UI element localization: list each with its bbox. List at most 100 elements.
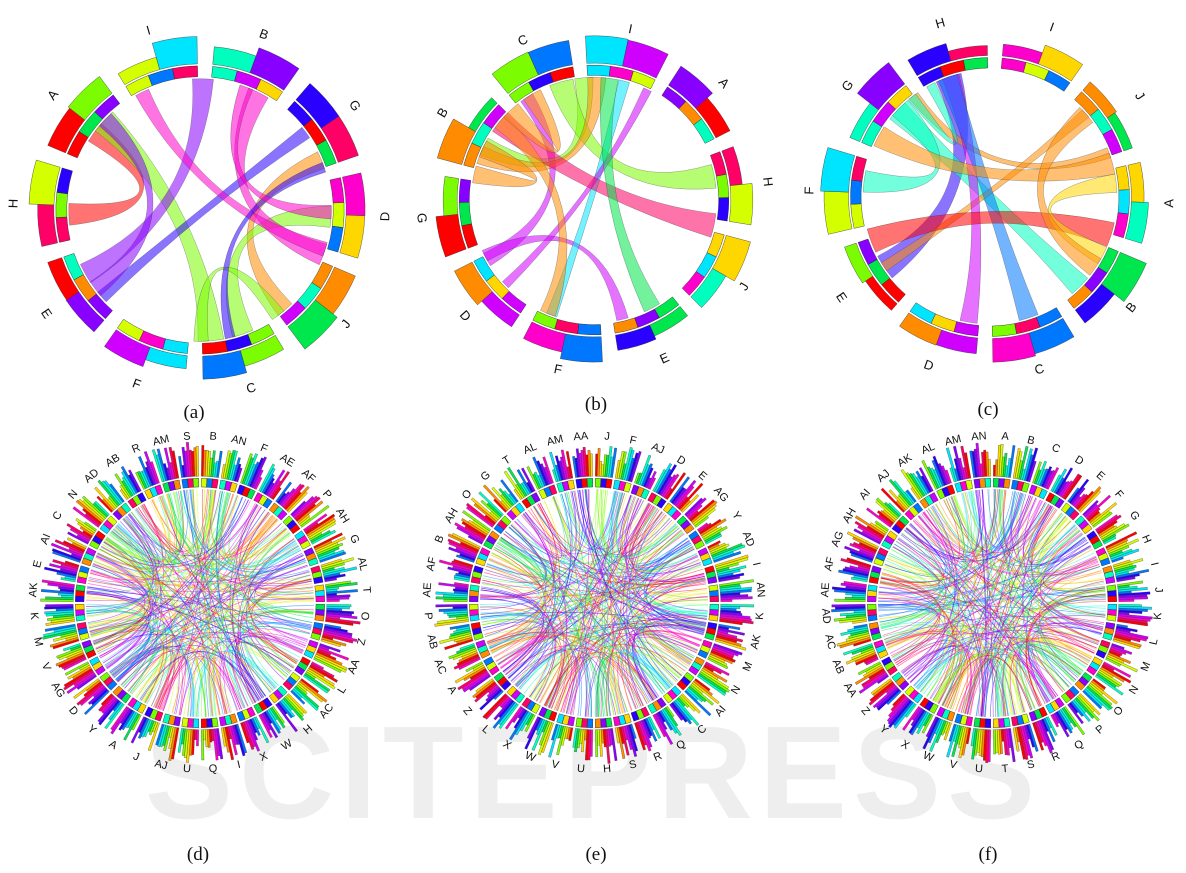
histogram-bar <box>104 329 151 367</box>
chord <box>168 493 287 678</box>
segment-band <box>904 685 915 697</box>
histogram-bar <box>240 722 250 744</box>
segment-band <box>300 540 311 550</box>
chord <box>215 491 259 702</box>
segment-label: J <box>604 431 610 443</box>
chord <box>522 496 569 555</box>
segment-label: N <box>1127 683 1141 696</box>
chord <box>601 491 617 717</box>
segment-A: A <box>107 697 147 752</box>
segment-label: H <box>5 199 20 209</box>
chord <box>595 541 691 718</box>
segment-F: F <box>104 318 189 392</box>
chord <box>966 500 1043 715</box>
chords-d <box>85 488 315 718</box>
histogram-bar <box>94 500 110 516</box>
histogram-bar <box>857 661 881 676</box>
histogram-bar <box>1112 638 1140 650</box>
chord <box>491 506 557 571</box>
chord <box>484 569 671 689</box>
chord <box>887 634 1026 713</box>
chord <box>211 533 291 717</box>
chord <box>99 564 308 657</box>
segment-band <box>469 595 479 603</box>
segment-band <box>144 706 154 718</box>
segment-C: C <box>51 509 106 550</box>
histogram-bar <box>615 324 657 351</box>
chord <box>873 126 1116 182</box>
segment-label: AJ <box>153 758 168 773</box>
chord <box>625 498 701 575</box>
chord <box>1036 595 1106 691</box>
histogram-bar <box>728 183 754 226</box>
segment-label: J <box>1132 89 1148 103</box>
histogram-bar <box>202 350 247 380</box>
chord <box>888 490 975 570</box>
segment-band <box>173 479 181 490</box>
segment-band <box>94 94 121 120</box>
chord <box>527 509 707 588</box>
histogram-bar <box>320 115 359 163</box>
chord <box>484 489 585 637</box>
histogram-bar <box>235 467 243 483</box>
segment-AA: AA <box>303 639 363 676</box>
histogram-bar <box>462 510 491 532</box>
chord <box>97 512 271 572</box>
chords-f <box>877 488 1107 718</box>
chord <box>982 489 994 718</box>
chord <box>882 572 941 662</box>
segment-I: I <box>117 22 198 96</box>
segment-label: H <box>934 14 947 31</box>
histogram-bar <box>652 714 667 738</box>
chord <box>220 492 276 555</box>
segment-band <box>162 338 189 354</box>
segment-band <box>613 716 621 727</box>
histogram-bar <box>454 261 493 306</box>
histogram-bar <box>707 657 729 670</box>
segment-band <box>586 718 594 728</box>
segment-band <box>656 497 667 509</box>
segment-label: AC <box>822 633 837 651</box>
segment-U: U <box>177 717 200 775</box>
segment-band <box>75 614 86 622</box>
segment-label: C <box>515 31 530 49</box>
chord <box>648 562 708 596</box>
segment-U: U <box>572 717 594 775</box>
segment-label: AF <box>424 556 439 573</box>
histogram-bar <box>459 643 475 651</box>
histogram-bar <box>177 728 184 753</box>
chord <box>878 608 1102 635</box>
histogram-bar <box>846 531 879 549</box>
histogram-bar <box>523 321 566 353</box>
histogram-bar <box>695 97 731 139</box>
segment-label: F <box>258 442 269 456</box>
histogram-bar <box>887 502 902 516</box>
segment-C: C <box>662 685 709 737</box>
histogram-bar <box>64 560 80 568</box>
histogram-bar <box>313 657 342 673</box>
segment-C: C <box>202 324 284 396</box>
segment-L: L <box>480 685 526 736</box>
histogram-bar <box>945 469 952 484</box>
segment-band <box>868 622 879 630</box>
segment-label: N <box>66 488 80 502</box>
segment-P: P <box>282 488 334 535</box>
chord <box>616 492 697 570</box>
histogram-bar <box>992 332 1036 363</box>
chord <box>510 524 678 565</box>
chord <box>213 528 288 716</box>
chord <box>481 553 698 620</box>
histogram-bar <box>964 452 972 479</box>
chord <box>90 498 168 580</box>
histogram-bar <box>857 62 906 111</box>
chord <box>110 531 207 717</box>
segment-F: F <box>613 434 642 493</box>
chord <box>238 579 312 701</box>
segment-AJ: AJ <box>153 713 181 773</box>
segment-band <box>886 530 898 541</box>
segment-label: T <box>501 454 513 468</box>
segment-band <box>586 64 611 77</box>
histogram-bar <box>1038 44 1083 82</box>
segment-AD: AD <box>819 603 878 624</box>
segment-B: B <box>434 97 507 168</box>
